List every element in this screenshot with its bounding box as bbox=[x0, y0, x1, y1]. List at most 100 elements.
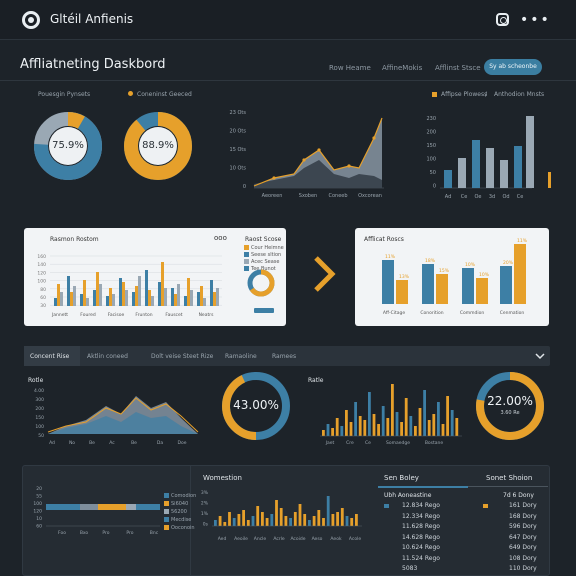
card1-bar bbox=[54, 298, 57, 306]
table-col2-line bbox=[468, 486, 548, 487]
nav-item-2[interactable]: AffineMokis bbox=[382, 64, 423, 72]
bl-x-ticks: Foo Bxo Pro Pro Bnc bbox=[58, 530, 159, 536]
bl-y-tick: 20 bbox=[36, 486, 42, 492]
area-x-tick: Ac bbox=[109, 440, 115, 446]
card1-bar bbox=[106, 296, 109, 306]
row3-bar bbox=[345, 410, 348, 436]
camera-icon[interactable] bbox=[496, 13, 509, 26]
schedule-button[interactable]: Sy ab scheonbe bbox=[484, 59, 542, 75]
line-point bbox=[272, 176, 276, 180]
bar-y-tick: 230 bbox=[426, 116, 436, 122]
row3-bar bbox=[450, 410, 454, 436]
nav-item-3[interactable]: Afflinst Stsce bbox=[435, 64, 481, 72]
row-marker bbox=[384, 504, 389, 508]
bottom-divider bbox=[190, 465, 191, 576]
line-point bbox=[372, 136, 376, 140]
table-cell: 647 Dory bbox=[509, 533, 537, 541]
bl-y-tick: 55 bbox=[36, 494, 42, 500]
bm-y-tick: 0s bbox=[203, 522, 209, 528]
chevron-down-icon[interactable] bbox=[535, 351, 545, 361]
card2-data-label: 13% bbox=[399, 274, 410, 280]
bl-y-tick: 10 bbox=[36, 516, 42, 522]
card1-bar bbox=[145, 270, 148, 306]
card2-bar bbox=[462, 268, 474, 304]
legend-swatch bbox=[432, 92, 437, 97]
table-subhead: Ubh Aoneastine bbox=[384, 492, 432, 499]
donut1-center bbox=[49, 127, 87, 165]
tab-4[interactable]: Ramaoline bbox=[225, 353, 257, 360]
row3-bar bbox=[368, 392, 371, 436]
area-fill-blue bbox=[48, 412, 198, 434]
card1-bar bbox=[132, 292, 135, 306]
bl-x-tick: Foo bbox=[58, 530, 66, 536]
tab-5[interactable]: Ramees bbox=[272, 353, 297, 360]
line-chart: 23 Ots 20 Ots 15 Ots 10 Ots 0 Aeoreen Sxoben C… bbox=[230, 110, 384, 199]
donut-chart-3 bbox=[222, 372, 290, 440]
card1-bar bbox=[96, 272, 99, 306]
bl-y-tick: 120 bbox=[33, 509, 42, 515]
bm-bar bbox=[279, 508, 283, 526]
card1-bar bbox=[171, 288, 174, 306]
bm-x-tick: Acrle bbox=[273, 536, 285, 542]
tab-2[interactable]: Aktlin coneed bbox=[87, 353, 128, 360]
donut2-label: Coneninst Geeced bbox=[137, 91, 192, 98]
top-bar bbox=[486, 148, 494, 188]
bm-bar bbox=[251, 516, 255, 526]
row3-bar bbox=[409, 416, 413, 436]
bars-legend-sep: / bbox=[485, 91, 488, 98]
card2-x-tick: Commdion bbox=[460, 310, 485, 316]
bm-bar bbox=[326, 496, 330, 526]
bl-x-tick: Pro bbox=[102, 530, 109, 536]
card2-bar-chart: 11% 13% 18%15% 10%10% 20% 11% Aff-Citage Conor… bbox=[382, 238, 528, 316]
card1-mini-button[interactable] bbox=[254, 308, 274, 313]
area-x-tick: Ad bbox=[49, 440, 55, 446]
more-options-icon[interactable]: ••• bbox=[520, 12, 551, 28]
area-y-tick: 150 bbox=[35, 415, 44, 421]
bm-x-tick: Ancle bbox=[254, 536, 267, 542]
bm-bar bbox=[228, 512, 231, 526]
row3-bars bbox=[322, 384, 459, 436]
bottom-middle-chart: 3%2%1%0s Aed Aeoile Ancle Acrle Acoide Aeso Ae… bbox=[201, 490, 362, 542]
line-point bbox=[317, 148, 321, 152]
bar-y-tick: 150 bbox=[426, 143, 436, 149]
table-cell: 161 Dory bbox=[509, 502, 537, 509]
bm-y-tick: 3% bbox=[201, 490, 209, 496]
bm-bar bbox=[246, 520, 250, 526]
table-col1-accent bbox=[378, 486, 468, 488]
line-y-tick: 0 bbox=[243, 184, 246, 190]
bl-x-tick: Pro bbox=[126, 530, 133, 536]
bar-y-tick: 50 bbox=[430, 170, 436, 176]
card2-bar bbox=[436, 274, 448, 304]
bm-y-ticks: 3% 2% 1% 0s bbox=[201, 490, 209, 528]
bm-bar bbox=[293, 512, 297, 526]
card1-bar bbox=[57, 284, 60, 306]
nav-item-1[interactable]: Row Heame bbox=[329, 64, 371, 72]
donut4-sub: 3.60 Re bbox=[500, 410, 520, 416]
card1-x-ticks: Jannett Foured Facisoe Frunton Fauscet Neatrs bbox=[51, 312, 214, 318]
app-logo-icon[interactable] bbox=[22, 11, 40, 29]
card1-bar bbox=[83, 280, 86, 306]
card1-menu-icon[interactable]: ooo bbox=[214, 234, 227, 242]
card1-bar bbox=[174, 294, 177, 306]
top-bar bbox=[0, 0, 576, 40]
bl-x-tick: Bnc bbox=[150, 530, 159, 536]
line-point bbox=[302, 158, 306, 162]
card1-bar bbox=[93, 290, 96, 306]
card1-bar bbox=[138, 276, 141, 306]
card1-bar bbox=[203, 298, 206, 306]
donut-chart-2 bbox=[124, 112, 192, 180]
bm-x-tick: Aeok bbox=[330, 536, 342, 542]
top-bar bbox=[472, 140, 480, 188]
bar-y-ticks: 230 200 150 100 50 0 bbox=[426, 116, 436, 190]
bm-bar bbox=[317, 510, 321, 526]
bm-bar bbox=[289, 518, 292, 526]
card1-bar bbox=[213, 292, 216, 306]
area-y-tick: 200 bbox=[35, 406, 44, 412]
tab-1[interactable]: Concent Rise bbox=[30, 353, 70, 360]
area-y-tick: 4.00 bbox=[34, 388, 44, 394]
tab-3[interactable]: Dolt veise Steet Rize bbox=[151, 353, 214, 360]
table-col2-head: 7d 6 Dony bbox=[503, 492, 534, 499]
chevron-right-icon[interactable] bbox=[310, 254, 338, 294]
bm-bar bbox=[355, 514, 358, 526]
card1-y-tick: 100 bbox=[37, 279, 46, 285]
